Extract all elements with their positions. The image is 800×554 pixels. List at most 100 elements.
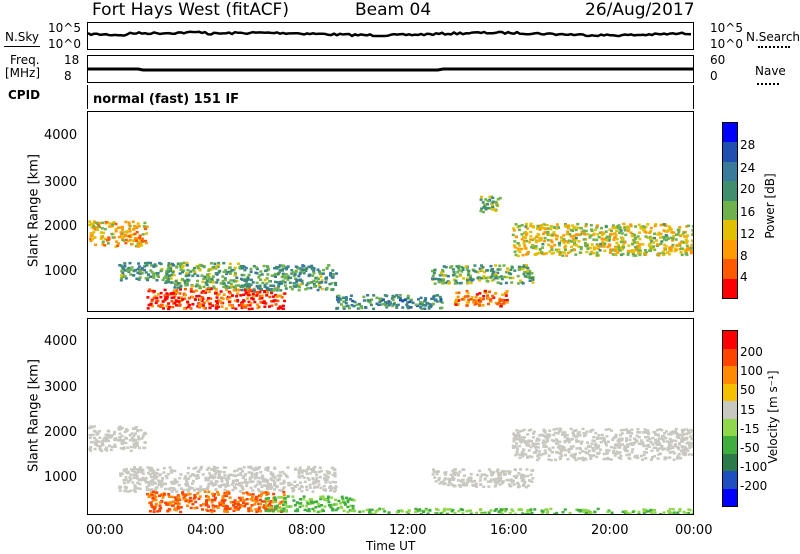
heat-cell — [169, 281, 173, 284]
heat-cell — [159, 506, 163, 510]
heat-cell — [573, 248, 577, 252]
heat-cell — [650, 240, 654, 243]
heat-cell — [211, 504, 215, 507]
heat-cell — [542, 429, 546, 432]
heat-cell — [441, 282, 445, 285]
heat-cell — [166, 509, 170, 513]
heat-cell — [682, 449, 686, 452]
heat-cell — [207, 466, 211, 470]
heat-cell — [435, 472, 439, 476]
heat-cell — [527, 251, 530, 254]
heat-cell — [263, 305, 267, 308]
heat-cell — [159, 295, 163, 299]
heat-cell — [248, 304, 252, 307]
freq-unit-label: [MHz] — [5, 66, 41, 80]
heat-cell — [310, 498, 313, 501]
heat-cell — [421, 301, 425, 305]
heat-cell — [121, 228, 124, 231]
heat-cell — [689, 251, 693, 255]
heat-cell — [567, 251, 571, 254]
heat-cell — [277, 283, 281, 286]
heat-cell — [506, 267, 509, 270]
heat-cell — [470, 279, 474, 282]
heat-cell — [663, 456, 667, 459]
heat-cell — [293, 277, 297, 280]
heat-cell — [457, 299, 461, 302]
heat-cell — [230, 305, 234, 308]
heat-cell — [546, 509, 549, 513]
heat-cell — [602, 457, 606, 461]
heat-cell — [576, 233, 580, 236]
heat-cell — [517, 268, 521, 271]
heat-cell — [342, 307, 346, 310]
heat-cell — [209, 268, 213, 271]
heat-cell — [516, 485, 520, 489]
heat-cell — [164, 275, 168, 278]
heat-cell — [215, 307, 219, 310]
heat-cell — [497, 476, 501, 480]
heat-cell — [306, 287, 310, 290]
heat-cell — [189, 270, 193, 273]
heat-cell — [206, 486, 210, 489]
heat-cell — [160, 499, 164, 503]
heat-cell — [502, 264, 506, 267]
heat-cell — [159, 485, 163, 488]
heat-cell — [333, 471, 337, 475]
heat-cell — [661, 438, 665, 441]
heat-cell — [608, 237, 612, 240]
heat-cell — [631, 252, 635, 255]
heat-cell — [593, 228, 597, 232]
heat-cell — [247, 291, 250, 294]
heat-cell — [131, 481, 135, 484]
heat-cell — [570, 245, 574, 248]
heat-cell — [315, 480, 319, 483]
heat-cell — [207, 272, 211, 276]
heat-cell — [486, 206, 490, 210]
heat-cell — [433, 282, 437, 285]
heat-cell — [225, 507, 229, 511]
cpid-panel — [87, 85, 694, 109]
heat-cell — [305, 472, 309, 476]
heat-cell — [618, 439, 622, 442]
heat-cell — [129, 473, 133, 476]
heat-cell — [558, 444, 561, 447]
heat-cell — [529, 238, 533, 241]
heat-cell — [210, 501, 214, 504]
heat-cell — [129, 449, 133, 453]
heat-cell — [209, 297, 213, 300]
heat-cell — [162, 307, 165, 310]
heat-cell — [540, 509, 544, 512]
heat-cell — [116, 242, 120, 245]
heat-cell — [266, 482, 270, 485]
heat-cell — [661, 236, 665, 239]
heat-cell — [558, 427, 562, 430]
heat-cell — [120, 274, 124, 277]
heat-cell — [625, 453, 629, 457]
heat-cell — [601, 436, 605, 440]
heat-cell — [525, 468, 529, 471]
heat-cell — [118, 432, 122, 435]
heat-cell — [153, 506, 157, 509]
heat-cell — [191, 486, 195, 490]
heat-cell — [478, 292, 482, 295]
heat-cell — [266, 485, 270, 488]
heat-cell — [172, 264, 176, 267]
heat-cell — [196, 274, 200, 277]
heat-cell — [568, 511, 572, 514]
heat-cell — [294, 285, 298, 288]
heat-cell — [174, 280, 178, 283]
heat-cell — [172, 480, 176, 484]
heat-cell — [89, 237, 93, 241]
heat-cell — [670, 511, 674, 514]
heat-cell — [670, 432, 674, 436]
heat-cell — [115, 438, 118, 442]
heat-cell — [419, 303, 423, 306]
heat-cell — [103, 436, 107, 440]
heat-cell — [188, 499, 192, 503]
heat-cell — [238, 482, 242, 485]
heat-cell — [233, 273, 237, 277]
heat-cell — [527, 441, 531, 444]
heat-cell — [659, 236, 662, 239]
heat-cell — [219, 502, 223, 505]
heat-cell — [255, 281, 259, 285]
